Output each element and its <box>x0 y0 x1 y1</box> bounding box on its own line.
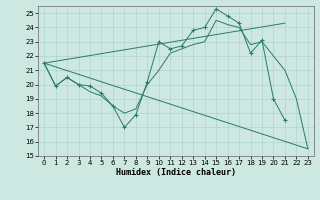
X-axis label: Humidex (Indice chaleur): Humidex (Indice chaleur) <box>116 168 236 177</box>
